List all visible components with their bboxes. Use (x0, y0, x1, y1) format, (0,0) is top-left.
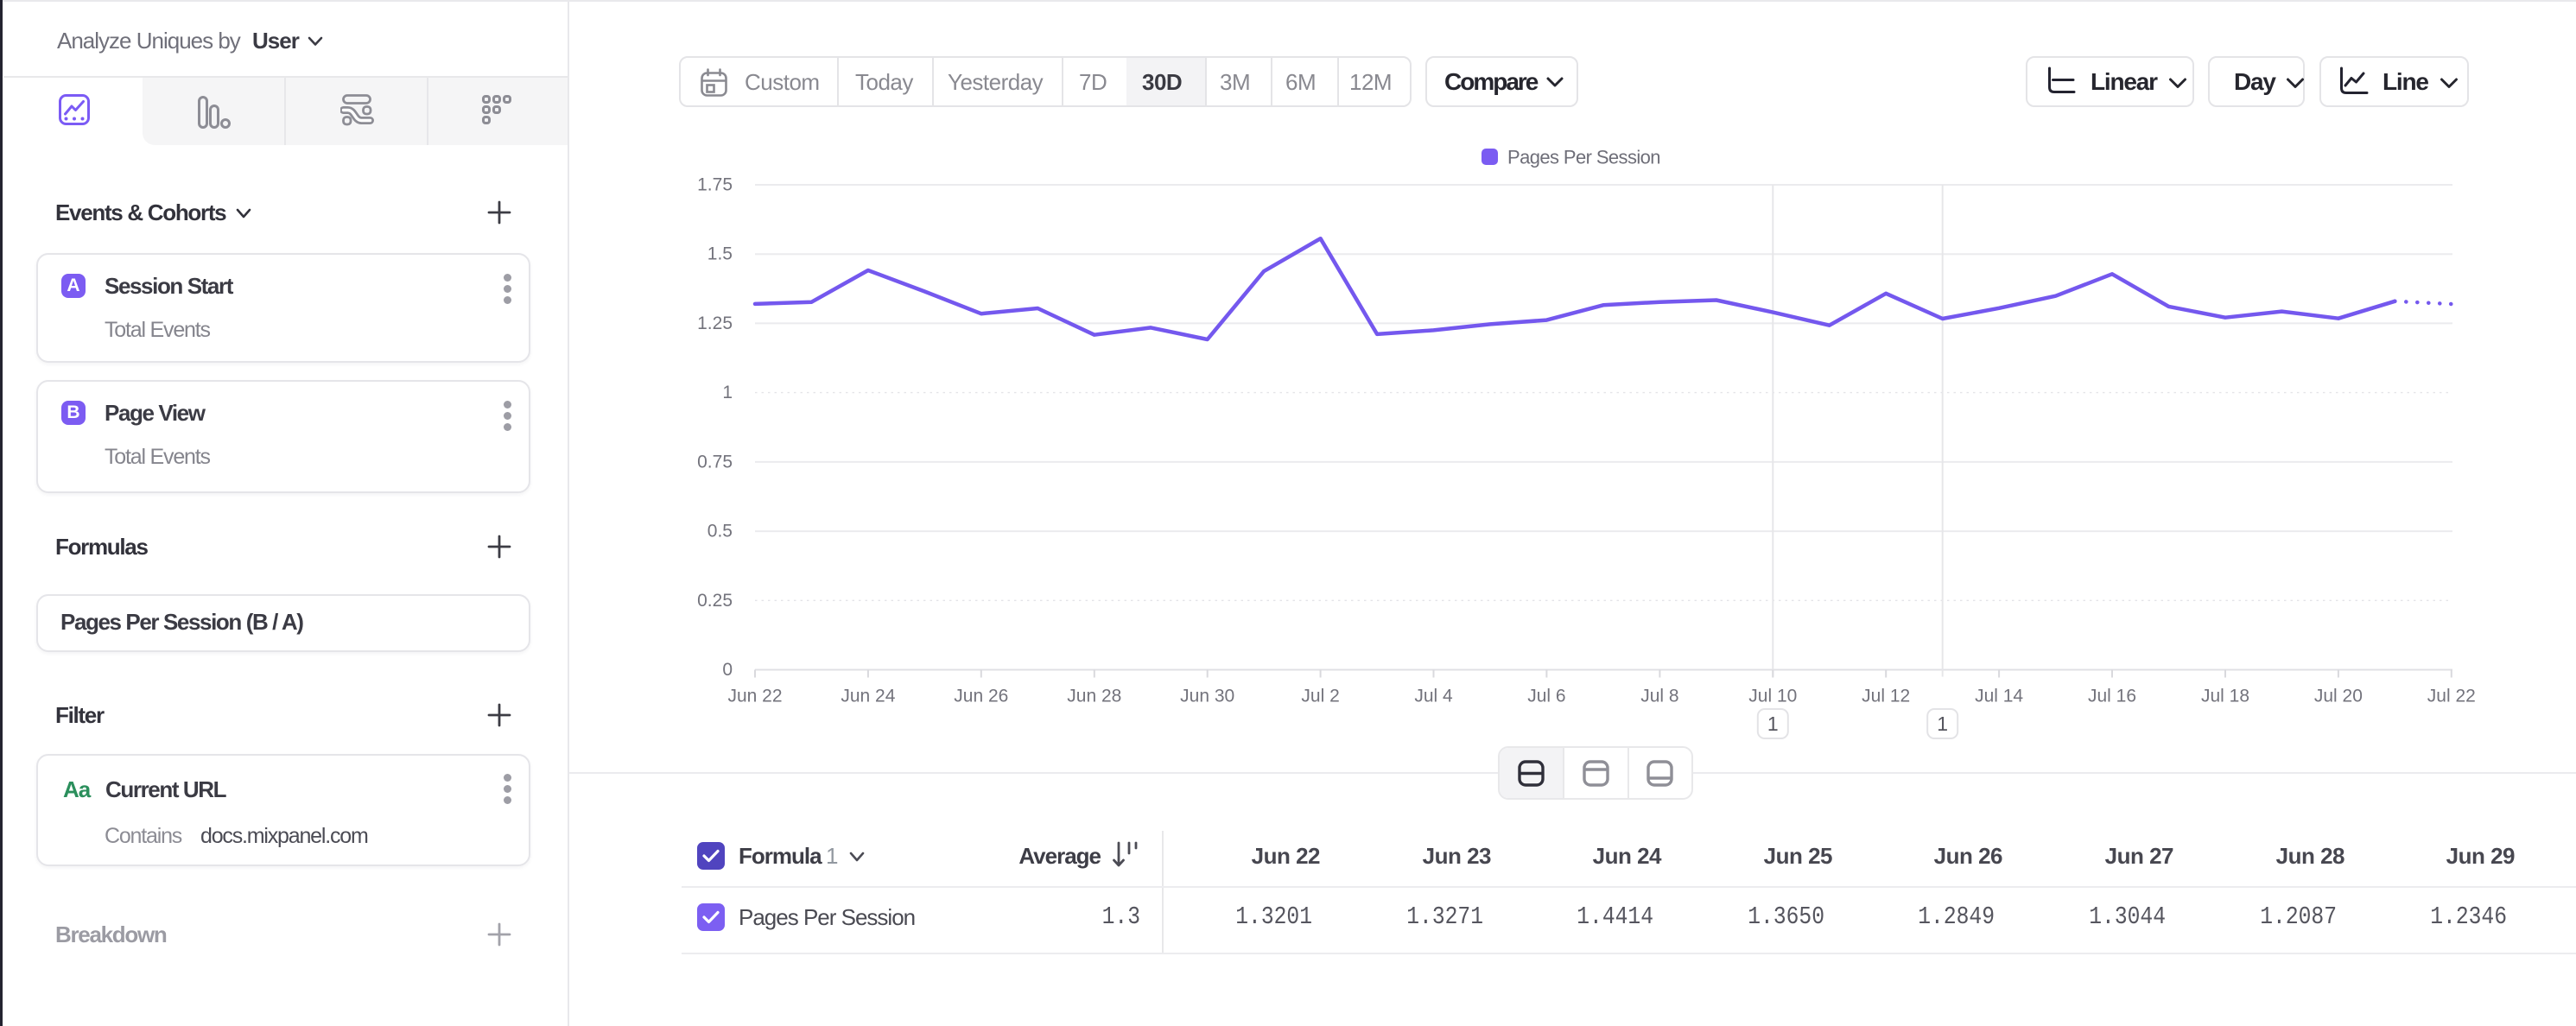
svg-text:0.75: 0.75 (697, 452, 733, 472)
svg-text:Jul 8: Jul 8 (1640, 687, 1678, 706)
svg-text:Jul 18: Jul 18 (2201, 687, 2249, 706)
svg-text:0.25: 0.25 (697, 591, 733, 611)
svg-text:Jun 24: Jun 24 (841, 687, 895, 706)
svg-text:Jul 2: Jul 2 (1301, 687, 1339, 706)
svg-text:1: 1 (722, 383, 733, 402)
svg-text:1.5: 1.5 (707, 244, 733, 264)
svg-text:Jul 16: Jul 16 (2088, 687, 2136, 706)
svg-text:1: 1 (1937, 712, 1948, 735)
svg-text:Jun 28: Jun 28 (1067, 687, 1121, 706)
svg-text:Jul 4: Jul 4 (1414, 687, 1453, 706)
svg-text:Jul 14: Jul 14 (1975, 687, 2023, 706)
svg-text:Jun 22: Jun 22 (727, 687, 782, 706)
svg-text:1.75: 1.75 (697, 175, 733, 195)
svg-text:Jul 22: Jul 22 (2427, 687, 2476, 706)
svg-text:0.5: 0.5 (707, 522, 733, 542)
svg-text:Jun 30: Jun 30 (1180, 687, 1234, 706)
svg-text:1.25: 1.25 (697, 314, 733, 333)
svg-text:1: 1 (1767, 712, 1779, 735)
svg-text:Jul 20: Jul 20 (2314, 687, 2363, 706)
svg-text:Jun 26: Jun 26 (954, 687, 1008, 706)
svg-text:Jul 12: Jul 12 (1862, 687, 1910, 706)
svg-text:Pages Per Session: Pages Per Session (1507, 147, 1660, 168)
svg-text:Jul 6: Jul 6 (1527, 687, 1565, 706)
svg-text:Jul 10: Jul 10 (1748, 687, 1797, 706)
svg-text:0: 0 (722, 660, 733, 680)
